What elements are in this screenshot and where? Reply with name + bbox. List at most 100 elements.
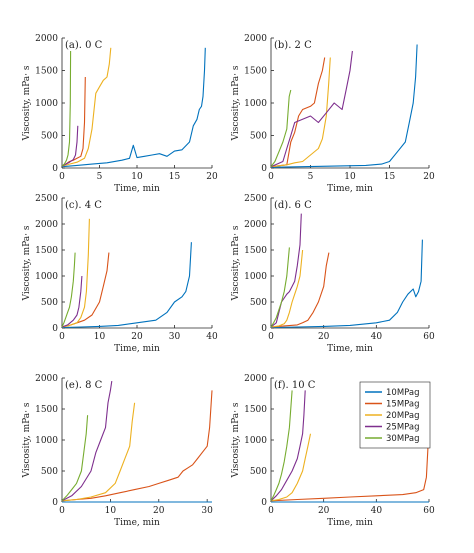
y-tick-label: 1500	[35, 67, 58, 77]
x-tick-label: 5	[308, 172, 314, 182]
y-tick-label: 2000	[35, 34, 58, 44]
series-line-20mpag	[61, 47, 112, 167]
series-line-25mpag	[61, 381, 113, 502]
x-tick-label: 15	[384, 172, 396, 182]
legend-entry: 30MPag	[365, 434, 420, 444]
legend-label: 25MPag	[386, 423, 420, 433]
series-line-15mpag	[61, 252, 110, 328]
y-tick-label: 0	[261, 498, 267, 508]
x-tick-label: 20	[318, 506, 330, 516]
y-tick-label: 2000	[244, 220, 267, 230]
series-line-30mpag	[61, 415, 89, 502]
x-axis-label: Time, min	[327, 184, 373, 194]
series-line-20mpag	[270, 249, 304, 328]
panel-3: 0 500 1000 1500 2000 2500 0 10 20 30 40 (c). 4 C Tim…	[22, 194, 218, 354]
legend-entry: 20MPag	[365, 411, 420, 421]
y-axis-label: Viscosity, mPa· s	[231, 402, 241, 478]
y-tick-label: 2500	[35, 194, 58, 204]
series-line-30mpag	[270, 89, 292, 168]
y-axis-label: Viscosity, mPa· s	[231, 225, 241, 301]
x-tick-label: 40	[206, 332, 218, 342]
legend-label: 15MPag	[386, 400, 420, 410]
y-tick-label: 1000	[35, 272, 58, 282]
x-tick-label: 10	[105, 506, 117, 516]
series-line-15mpag	[270, 427, 430, 502]
x-tick-label: 20	[423, 172, 435, 182]
x-tick-label: 0	[59, 506, 65, 516]
y-tick-label: 2500	[244, 194, 267, 204]
y-tick-label: 1000	[244, 99, 267, 109]
panel-2: 0 500 1000 1500 2000 0 5 10 15 20 (b). 2 C Time, mi…	[231, 34, 435, 194]
series-line-25mpag	[270, 390, 306, 502]
series-line-25mpag	[270, 50, 353, 168]
y-axis-label: Viscosity, mPa· s	[22, 65, 32, 141]
y-tick-label: 0	[261, 164, 267, 174]
series-line-30mpag	[270, 390, 293, 502]
series-line-15mpag	[61, 390, 213, 502]
y-tick-label: 1500	[244, 405, 267, 415]
panel-title: (d). 6 C	[274, 200, 312, 211]
x-tick-label: 60	[423, 506, 435, 516]
panel-title: (a). 0 C	[65, 40, 103, 51]
y-tick-label: 1000	[35, 436, 58, 446]
x-tick-label: 20	[206, 172, 218, 182]
y-tick-label: 500	[250, 132, 267, 142]
series-line-25mpag	[270, 213, 302, 328]
series-line-20mpag	[270, 433, 312, 502]
series-line-10mpag	[270, 44, 418, 168]
series-line-10mpag	[270, 239, 423, 329]
y-axis-label: Viscosity, mPa· s	[231, 65, 241, 141]
y-tick-label: 2000	[35, 374, 58, 384]
x-tick-label: 0	[268, 172, 274, 182]
y-tick-label: 500	[41, 467, 58, 477]
x-tick-label: 0	[59, 332, 65, 342]
y-axis-label: Viscosity, mPa· s	[22, 225, 32, 301]
y-tick-label: 1000	[244, 436, 267, 446]
series-line-10mpag	[61, 242, 192, 329]
series-line-20mpag	[270, 57, 331, 168]
y-tick-label: 1500	[244, 246, 267, 256]
y-tick-label: 0	[52, 498, 58, 508]
panel-title: (f). 10 C	[274, 380, 316, 391]
series-line-15mpag	[270, 252, 330, 328]
x-tick-label: 10	[131, 172, 143, 182]
y-tick-label: 2000	[35, 220, 58, 230]
series-line-15mpag	[61, 76, 86, 167]
x-axis-label: Time, min	[114, 184, 160, 194]
x-tick-label: 30	[169, 332, 181, 342]
panel-1: 0 500 1000 1500 2000 0 5 10 15 20 (a). 0 C Time, mi…	[22, 34, 218, 194]
y-tick-label: 1500	[35, 405, 58, 415]
y-tick-label: 500	[250, 467, 267, 477]
x-tick-label: 5	[97, 172, 103, 182]
panel-title: (c). 4 C	[65, 200, 102, 211]
y-tick-label: 0	[52, 324, 58, 334]
legend-entry: 10MPag	[365, 388, 420, 398]
legend-entry: 15MPag	[365, 400, 420, 410]
x-axis-label: Time, min	[327, 518, 373, 528]
series-line-15mpag	[270, 57, 326, 168]
series-line-25mpag	[61, 125, 79, 167]
y-tick-label: 2000	[244, 374, 267, 384]
x-tick-label: 0	[59, 172, 65, 182]
series-line-20mpag	[61, 402, 136, 502]
y-tick-label: 0	[261, 324, 267, 334]
panel-title: (e). 8 C	[65, 380, 103, 391]
y-tick-label: 1500	[35, 246, 58, 256]
x-tick-label: 60	[423, 332, 435, 342]
x-tick-label: 15	[169, 172, 181, 182]
x-tick-label: 10	[344, 172, 356, 182]
y-tick-label: 500	[41, 132, 58, 142]
x-axis-label: Time, min	[114, 518, 160, 528]
x-tick-label: 20	[318, 332, 330, 342]
x-axis-label: Time, min	[114, 344, 160, 354]
series-line-30mpag	[61, 50, 72, 167]
x-tick-label: 40	[371, 506, 383, 516]
legend-label: 30MPag	[386, 434, 420, 444]
y-axis-label: Viscosity, mPa· s	[22, 402, 32, 478]
x-tick-label: 0	[268, 506, 274, 516]
series-line-30mpag	[61, 252, 76, 328]
y-tick-label: 1000	[35, 99, 58, 109]
